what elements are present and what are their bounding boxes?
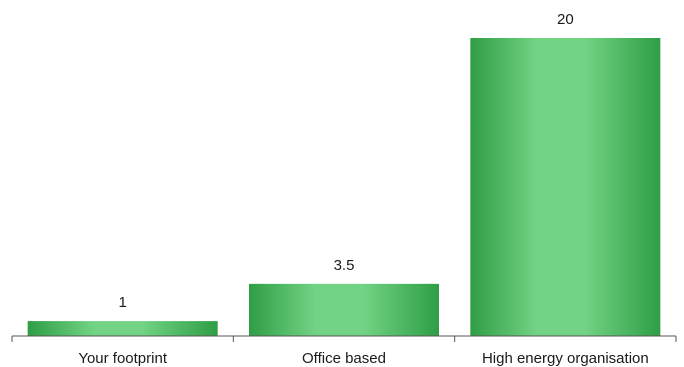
data-label-your-footprint: 1 <box>118 294 126 311</box>
bars <box>27 38 661 336</box>
bar-high-energy-organisation <box>470 38 661 336</box>
tick-label-your-footprint: Your footprint <box>78 350 168 367</box>
bar-your-footprint <box>27 321 218 336</box>
data-label-high-energy-organisation: 20 <box>557 11 574 28</box>
x-axis-tick-labels: Your footprint Office based High energy … <box>78 350 648 367</box>
tick-label-office-based: Office based <box>302 350 386 367</box>
data-label-office-based: 3.5 <box>334 257 355 274</box>
bar-office-based <box>249 283 439 336</box>
data-labels: 1 3.5 20 <box>118 11 573 311</box>
x-axis-ticks <box>11 336 677 342</box>
tick-label-high-energy-organisation: High energy organisation <box>482 350 649 367</box>
